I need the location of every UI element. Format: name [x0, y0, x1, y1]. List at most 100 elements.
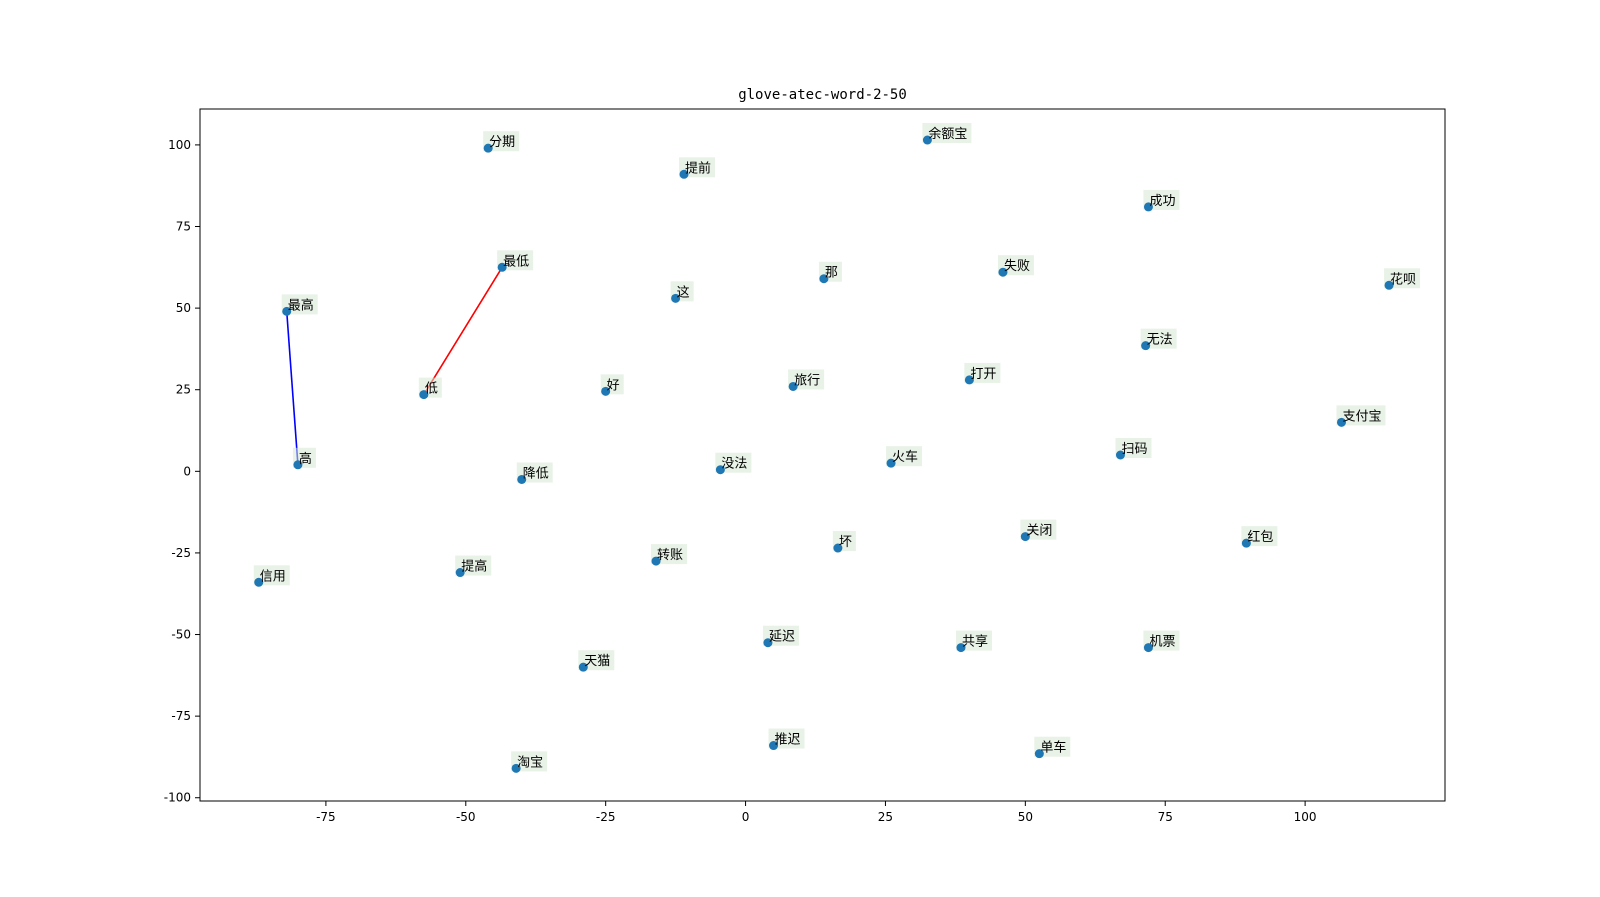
y-tick-label: -25 — [171, 546, 191, 560]
point-marker — [1034, 749, 1044, 759]
point-marker — [964, 375, 974, 385]
y-tick-label: -100 — [164, 791, 191, 805]
data-point: 余额宝 — [922, 123, 972, 145]
data-point: 淘宝 — [511, 751, 548, 773]
data-point: 成功 — [1143, 189, 1180, 212]
point-label: 支付宝 — [1342, 409, 1381, 424]
point-marker — [715, 465, 725, 475]
data-point: 共享 — [955, 630, 992, 653]
x-tick-label: 0 — [742, 810, 750, 824]
point-marker — [483, 143, 493, 153]
data-point: 转账 — [651, 544, 688, 566]
point-label: 坏 — [839, 535, 852, 550]
data-point: 提前 — [679, 157, 716, 179]
data-point: 坏 — [832, 531, 856, 553]
point-marker — [998, 267, 1008, 277]
data-point: 高 — [292, 447, 316, 470]
point-label: 最高 — [288, 297, 314, 313]
point-label: 低 — [425, 382, 438, 397]
point-label: 余额宝 — [928, 126, 967, 142]
point-label: 机票 — [1149, 635, 1175, 650]
point-marker — [886, 458, 896, 468]
point-label: 单车 — [1040, 740, 1066, 756]
point-marker — [651, 556, 661, 566]
data-point: 低 — [418, 377, 442, 400]
point-marker — [497, 262, 507, 272]
data-point: 火车 — [886, 446, 923, 468]
data-point: 失败 — [997, 255, 1034, 277]
point-label: 没法 — [721, 457, 747, 472]
point-label: 延迟 — [769, 630, 795, 645]
point-label: 分期 — [489, 135, 515, 150]
y-tick-label: -75 — [171, 709, 191, 723]
point-label: 花呗 — [1390, 271, 1416, 287]
data-point: 单车 — [1034, 736, 1071, 759]
point-label: 火车 — [892, 449, 918, 465]
point-marker — [601, 386, 611, 396]
point-marker — [1115, 450, 1125, 460]
y-tick-label: -50 — [171, 628, 191, 642]
x-tick-label: -25 — [596, 810, 616, 824]
point-marker — [282, 306, 292, 316]
point-label: 旅行 — [794, 373, 820, 388]
point-marker — [1384, 280, 1394, 290]
x-tick-label: 100 — [1294, 810, 1317, 824]
axis-ticks: -75 -50 -25 0 25 50 75 100 -100 -75 -50 -25 0 25 50 75 1… — [164, 138, 1317, 824]
point-label: 信用 — [260, 569, 286, 584]
point-label: 推迟 — [775, 733, 801, 748]
data-point: 信用 — [253, 565, 290, 587]
data-point: 最高 — [281, 294, 318, 316]
y-tick-label: 50 — [176, 301, 191, 315]
point-label: 最低 — [503, 254, 529, 269]
point-marker — [511, 763, 521, 773]
point-marker — [833, 543, 843, 553]
data-point: 扫码 — [1115, 438, 1152, 460]
data-point: 机票 — [1143, 630, 1180, 653]
point-label-box — [922, 123, 972, 144]
point-marker — [1141, 341, 1151, 351]
x-tick-label: 50 — [1018, 810, 1033, 824]
point-label: 好 — [607, 378, 620, 393]
data-point: 旅行 — [788, 369, 825, 391]
point-marker — [1143, 202, 1153, 212]
point-label: 成功 — [1149, 194, 1175, 209]
point-label: 天猫 — [584, 654, 610, 669]
point-label: 共享 — [962, 634, 988, 650]
data-point: 无法 — [1140, 328, 1177, 351]
point-label: 那 — [825, 266, 838, 281]
data-point: 最低 — [497, 250, 534, 272]
y-tick-label: 75 — [176, 220, 191, 234]
data-point: 这 — [670, 281, 694, 303]
point-marker — [1241, 538, 1251, 548]
point-marker — [922, 135, 932, 145]
point-marker — [763, 638, 773, 648]
point-label: 这 — [677, 284, 690, 300]
data-point: 分期 — [483, 131, 520, 153]
data-point: 红包 — [1241, 526, 1278, 548]
point-marker — [1336, 417, 1346, 427]
chart-title: glove-atec-word-2-50 — [738, 87, 907, 103]
point-label: 淘宝 — [517, 755, 543, 770]
data-point: 延迟 — [762, 625, 799, 648]
data-point: 推迟 — [768, 728, 805, 751]
point-marker — [517, 474, 527, 484]
data-point: 天猫 — [578, 650, 615, 672]
x-tick-label: -50 — [456, 810, 476, 824]
point-marker — [679, 169, 689, 179]
connector-lines — [285, 266, 503, 465]
y-tick-label: 100 — [168, 138, 191, 152]
data-point: 好 — [600, 374, 624, 396]
point-marker — [1143, 643, 1153, 653]
data-point: 关闭 — [1020, 519, 1057, 542]
data-point: 打开 — [964, 362, 1001, 385]
point-label-box — [1336, 405, 1386, 426]
point-label: 关闭 — [1026, 524, 1052, 539]
y-tick-label: 25 — [176, 383, 191, 397]
point-label: 无法 — [1147, 333, 1173, 348]
point-marker — [254, 577, 264, 587]
data-point: 支付宝 — [1336, 405, 1386, 427]
point-label: 提高 — [461, 559, 487, 575]
point-marker — [671, 293, 681, 303]
